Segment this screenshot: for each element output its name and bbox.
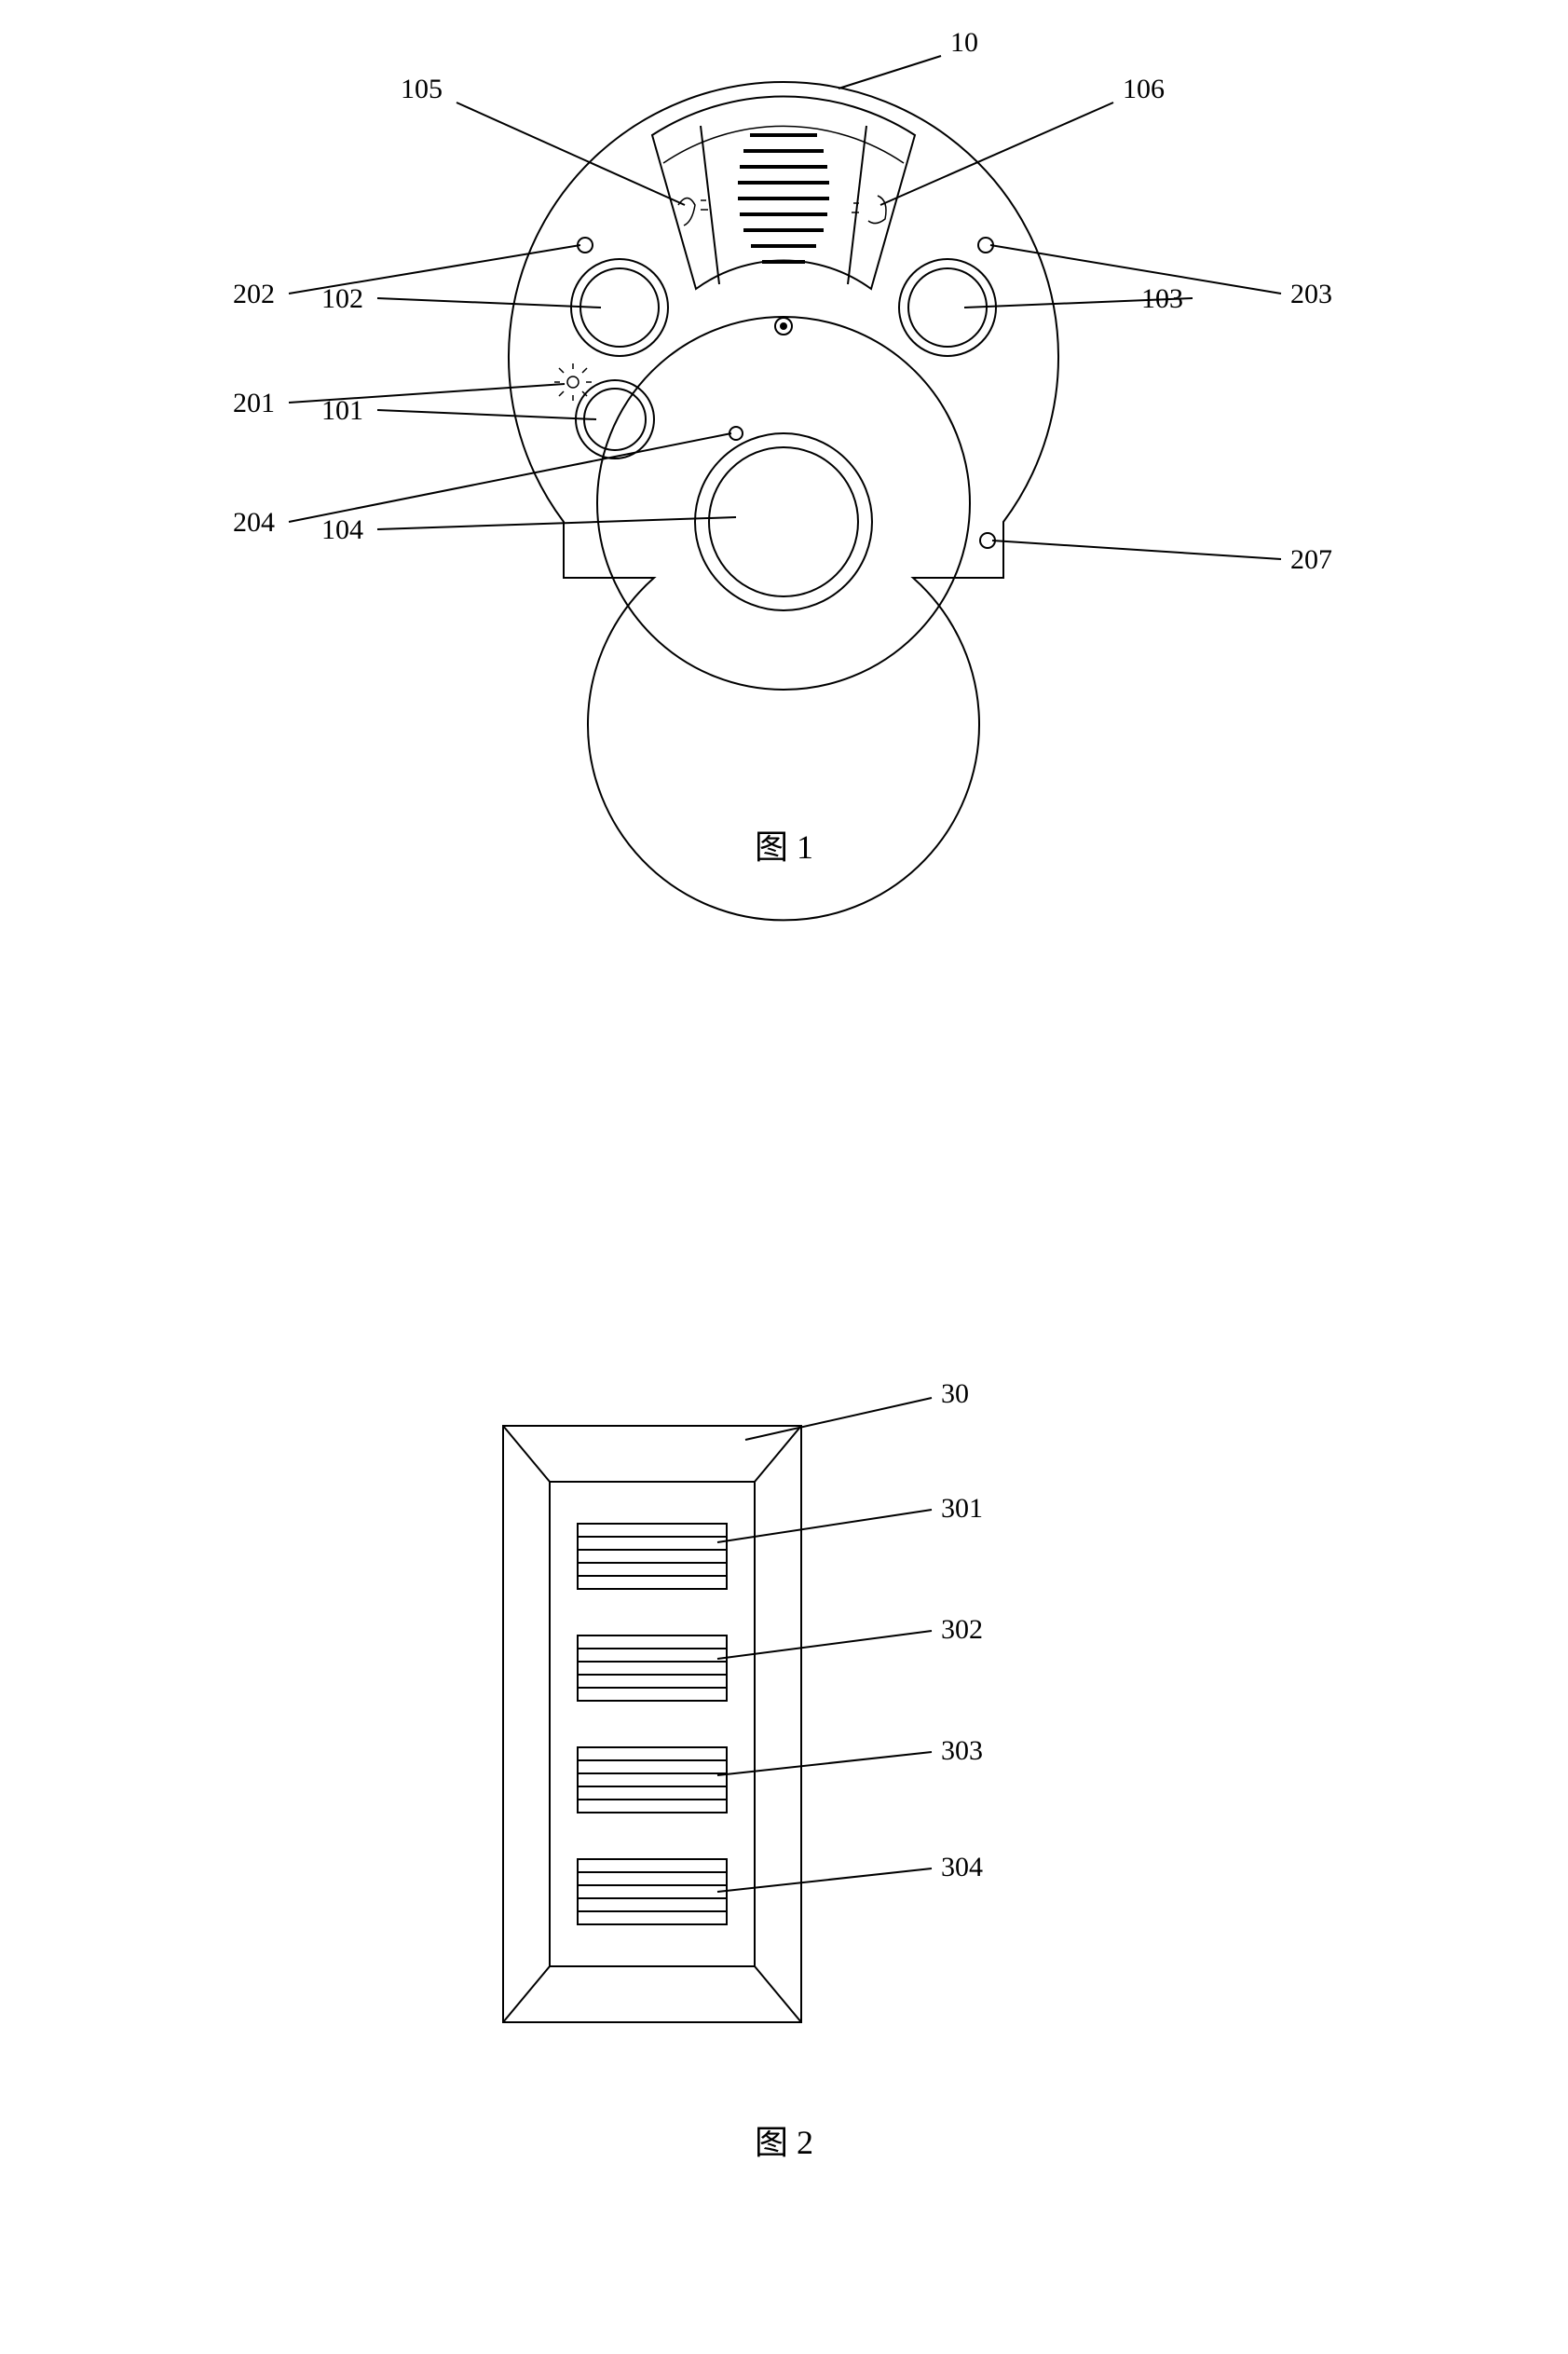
label-204: 204 [233, 507, 275, 538]
leader-304 [717, 1868, 932, 1892]
figure-1-svg: 10 105 106 202 102 203 103 201 101 204 1… [0, 0, 1568, 932]
leader-104 [377, 517, 736, 529]
leader-105 [457, 103, 685, 205]
icon-105-ear [678, 198, 708, 226]
leader-301 [717, 1510, 932, 1542]
figure-2-svg: 30 301 302 303 304 [0, 1258, 1568, 2190]
leader-106 [880, 103, 1113, 205]
device-body-outline [509, 82, 1058, 920]
label-105: 105 [401, 74, 443, 104]
panel-divider-left [701, 126, 719, 284]
label-104: 104 [321, 514, 363, 545]
label-304: 304 [941, 1852, 983, 1882]
leader-303 [717, 1752, 932, 1775]
label-302: 302 [941, 1614, 983, 1645]
figure-1-caption: 图 1 [0, 820, 1568, 869]
leader-207 [992, 541, 1281, 559]
sun-icon-201 [554, 363, 592, 401]
label-30: 30 [941, 1378, 969, 1409]
leader-102 [377, 298, 601, 308]
leader-203 [990, 245, 1281, 294]
leader-101 [377, 410, 596, 419]
label-303: 303 [941, 1735, 983, 1766]
leader-204 [289, 433, 731, 522]
remote-inner-rect [550, 1482, 755, 1966]
label-301: 301 [941, 1493, 983, 1524]
label-201: 201 [233, 388, 275, 418]
button-303 [578, 1747, 727, 1813]
button-302 [578, 1635, 727, 1701]
speaker-slits [738, 135, 829, 262]
label-106: 106 [1123, 74, 1165, 104]
patent-figure-page: 10 105 106 202 102 203 103 201 101 204 1… [0, 0, 1568, 2354]
label-202: 202 [233, 279, 275, 309]
panel-divider-right [848, 126, 866, 284]
label-102: 102 [321, 283, 363, 314]
label-10: 10 [950, 27, 978, 58]
button-301 [578, 1524, 727, 1589]
dot-204-target [729, 427, 743, 440]
leader-30 [745, 1398, 932, 1440]
button-304 [578, 1859, 727, 1924]
label-103: 103 [1141, 283, 1183, 314]
label-101: 101 [321, 395, 363, 426]
lower-dial-outer [597, 317, 970, 690]
label-207: 207 [1290, 544, 1332, 575]
remote-outer-rect [503, 1426, 801, 2022]
leader-302 [717, 1631, 932, 1659]
knob-104-inner [709, 447, 858, 596]
knob-104-outer [695, 433, 872, 610]
figure-2-caption: 图 2 [0, 2115, 1568, 2164]
label-203: 203 [1290, 279, 1332, 309]
leader-10 [839, 56, 941, 89]
